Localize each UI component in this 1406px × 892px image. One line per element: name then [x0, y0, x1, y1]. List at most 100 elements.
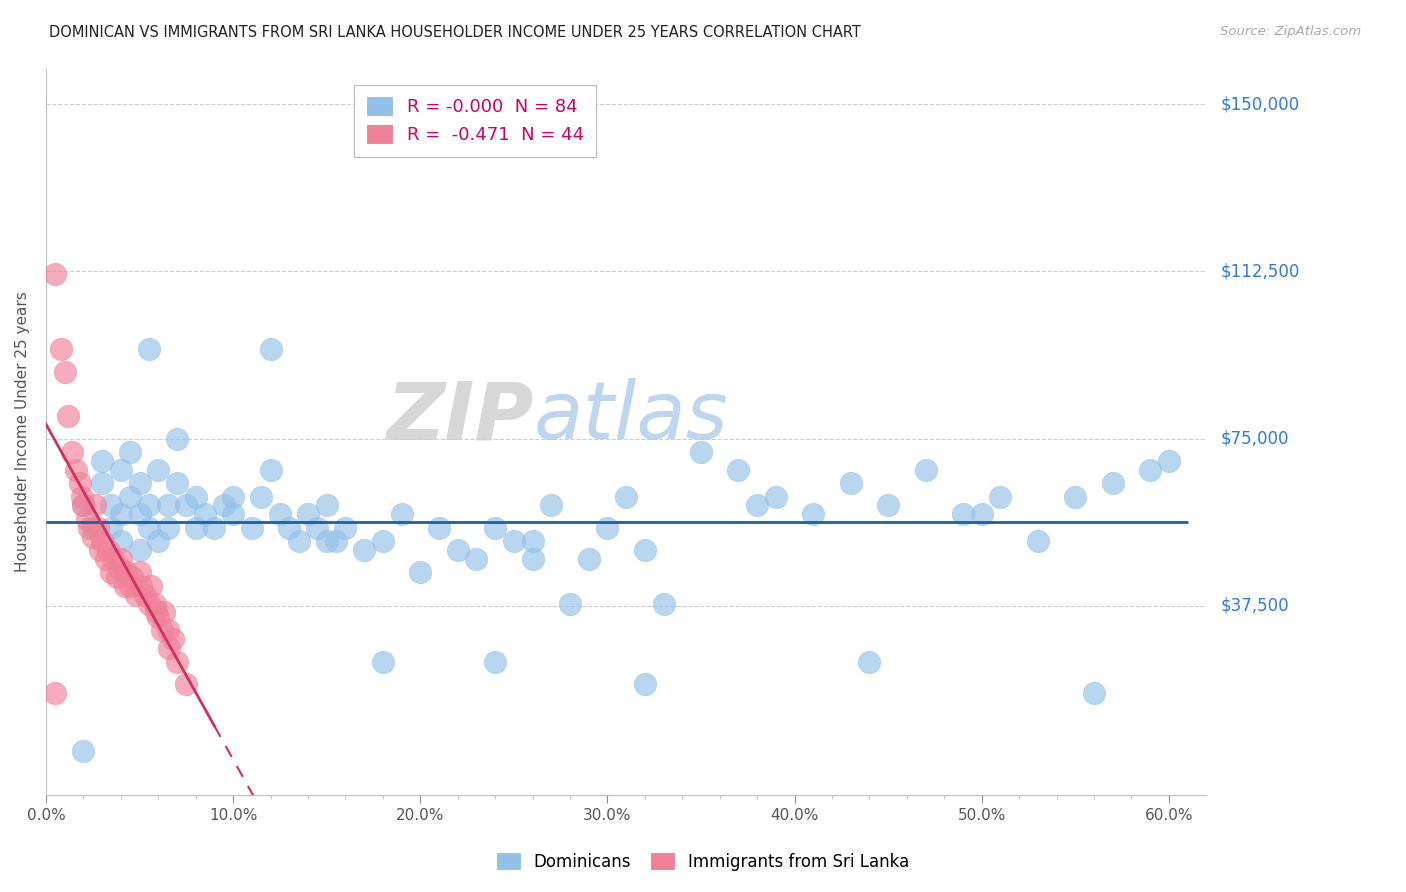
Point: [120, 445, 142, 459]
Point: [371, 655, 394, 669]
Point: [278, 521, 301, 535]
Point: [335, 521, 357, 535]
Point: [914, 463, 936, 477]
Point: [72, 499, 94, 513]
Point: [94, 552, 117, 566]
Y-axis label: Householder Income Under 25 years: Householder Income Under 25 years: [15, 292, 30, 573]
Text: $37,500: $37,500: [1220, 597, 1289, 615]
Point: [222, 490, 245, 504]
Point: [970, 508, 993, 522]
Point: [353, 543, 375, 558]
Point: [1064, 490, 1087, 504]
Point: [91, 476, 114, 491]
Text: ZIP: ZIP: [387, 378, 533, 457]
Point: [652, 597, 675, 611]
Point: [484, 655, 506, 669]
Point: [82, 521, 104, 535]
Point: [765, 490, 787, 504]
Point: [484, 521, 506, 535]
Point: [156, 499, 179, 513]
Point: [125, 588, 148, 602]
Point: [259, 343, 281, 357]
Point: [138, 597, 160, 611]
Point: [134, 588, 156, 602]
Point: [162, 632, 184, 647]
Point: [69, 476, 91, 491]
Point: [307, 521, 329, 535]
Point: [952, 508, 974, 522]
Point: [240, 521, 263, 535]
Point: [108, 561, 131, 575]
Legend: Dominicans, Immigrants from Sri Lanka: Dominicans, Immigrants from Sri Lanka: [489, 845, 917, 880]
Point: [110, 463, 132, 477]
Point: [60, 445, 83, 459]
Text: atlas: atlas: [533, 378, 728, 457]
Point: [801, 508, 824, 522]
Point: [150, 624, 173, 638]
Point: [297, 508, 319, 522]
Point: [259, 463, 281, 477]
Point: [97, 543, 120, 558]
Point: [110, 534, 132, 549]
Point: [100, 566, 122, 580]
Point: [222, 508, 245, 522]
Point: [156, 521, 179, 535]
Point: [91, 534, 114, 549]
Point: [148, 463, 170, 477]
Point: [72, 499, 94, 513]
Point: [72, 744, 94, 758]
Point: [44, 686, 66, 700]
Point: [138, 499, 160, 513]
Point: [110, 508, 132, 522]
Point: [1157, 454, 1180, 468]
Point: [143, 597, 166, 611]
Point: [120, 490, 142, 504]
Point: [105, 570, 128, 584]
Text: $75,000: $75,000: [1220, 430, 1289, 448]
Point: [325, 534, 347, 549]
Point: [315, 534, 337, 549]
Point: [166, 655, 188, 669]
Point: [176, 499, 198, 513]
Point: [49, 343, 72, 357]
Point: [634, 543, 657, 558]
Point: [156, 624, 179, 638]
Point: [690, 445, 713, 459]
Text: $150,000: $150,000: [1220, 95, 1299, 113]
Point: [858, 655, 880, 669]
Point: [77, 521, 100, 535]
Point: [128, 566, 150, 580]
Point: [287, 534, 309, 549]
Point: [121, 570, 143, 584]
Legend: R = -0.000  N = 84, R =  -0.471  N = 44: R = -0.000 N = 84, R = -0.471 N = 44: [354, 85, 596, 157]
Point: [53, 365, 76, 379]
Point: [91, 454, 114, 468]
Point: [76, 512, 98, 526]
Point: [194, 508, 217, 522]
Point: [578, 552, 600, 566]
Point: [269, 508, 291, 522]
Point: [250, 490, 273, 504]
Point: [1083, 686, 1105, 700]
Point: [1101, 476, 1123, 491]
Point: [120, 579, 142, 593]
Point: [877, 499, 900, 513]
Point: [87, 521, 110, 535]
Point: [540, 499, 562, 513]
Point: [100, 499, 122, 513]
Point: [128, 543, 150, 558]
Point: [409, 566, 432, 580]
Point: [839, 476, 862, 491]
Point: [65, 463, 87, 477]
Point: [148, 610, 170, 624]
Point: [103, 552, 125, 566]
Point: [138, 343, 160, 357]
Text: DOMINICAN VS IMMIGRANTS FROM SRI LANKA HOUSEHOLDER INCOME UNDER 25 YEARS CORRELA: DOMINICAN VS IMMIGRANTS FROM SRI LANKA H…: [49, 25, 860, 40]
Point: [176, 677, 198, 691]
Point: [110, 552, 132, 566]
Point: [522, 552, 544, 566]
Point: [315, 499, 337, 513]
Point: [89, 543, 111, 558]
Point: [128, 476, 150, 491]
Point: [100, 521, 122, 535]
